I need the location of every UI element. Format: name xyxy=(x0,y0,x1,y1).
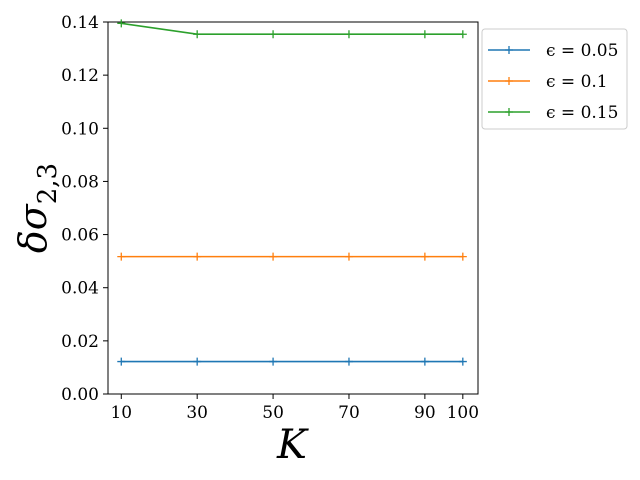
legend-box xyxy=(481,28,628,130)
x-axis-title: K xyxy=(276,422,309,468)
data-point xyxy=(117,19,126,28)
y-tick-label: 0.04 xyxy=(61,279,99,299)
data-point xyxy=(193,357,202,366)
y-tick-label: 0.10 xyxy=(61,119,99,139)
legend-label: ϵ = 0.1 xyxy=(546,72,608,92)
y-axis-title: δσ2,3 xyxy=(11,163,63,253)
y-axis-title-subscript: 2,3 xyxy=(33,163,63,204)
legend-item-3: ϵ = 0.15 xyxy=(488,103,618,123)
x-tick-label: 10 xyxy=(110,403,132,423)
data-point xyxy=(458,252,467,261)
data-point xyxy=(269,357,278,366)
x-tick-label: 70 xyxy=(338,403,360,423)
data-point xyxy=(458,30,467,39)
y-tick-label: 0.08 xyxy=(61,172,99,192)
x-tick-label: 30 xyxy=(186,403,208,423)
data-point xyxy=(269,252,278,261)
data-point xyxy=(117,357,126,366)
legend-item-2: ϵ = 0.1 xyxy=(488,72,608,92)
series-1 xyxy=(117,357,467,366)
data-point xyxy=(344,252,353,261)
plot-area xyxy=(107,21,479,395)
data-point xyxy=(420,252,429,261)
legend-item-1: ϵ = 0.05 xyxy=(488,41,618,61)
series-line xyxy=(121,22,463,36)
data-point xyxy=(193,30,202,39)
y-tick-label: 0.00 xyxy=(61,385,99,405)
series-2 xyxy=(117,252,467,261)
legend-marker xyxy=(505,77,513,85)
plot-frame xyxy=(107,21,479,395)
x-tick-label: 50 xyxy=(262,403,284,423)
data-point xyxy=(420,357,429,366)
data-point xyxy=(458,357,467,366)
legend-label: ϵ = 0.15 xyxy=(546,103,618,123)
x-tick-label: 90 xyxy=(414,403,436,423)
data-point xyxy=(344,30,353,39)
y-axis-title-main: δσ xyxy=(11,203,55,253)
x-axis: 10 30 50 70 90 100 xyxy=(110,394,479,423)
legend-marker xyxy=(505,108,513,116)
data-point xyxy=(420,30,429,39)
legend-marker xyxy=(505,46,513,54)
data-point xyxy=(193,252,202,261)
y-axis: 0.00 0.02 0.04 0.06 0.08 0.10 0.12 0.14 xyxy=(61,13,108,405)
series-layer xyxy=(117,19,467,366)
y-tick-label: 0.02 xyxy=(61,332,99,352)
x-tick-label: 100 xyxy=(447,403,479,423)
data-point xyxy=(269,30,278,39)
y-tick-label: 0.14 xyxy=(61,13,99,33)
series-3 xyxy=(117,19,467,39)
legend: ϵ = 0.05 ϵ = 0.1 ϵ = 0.15 xyxy=(481,28,628,130)
legend-label: ϵ = 0.05 xyxy=(546,41,618,61)
data-point xyxy=(344,357,353,366)
y-tick-label: 0.12 xyxy=(61,66,99,86)
y-tick-label: 0.06 xyxy=(61,226,99,246)
data-point xyxy=(117,252,126,261)
